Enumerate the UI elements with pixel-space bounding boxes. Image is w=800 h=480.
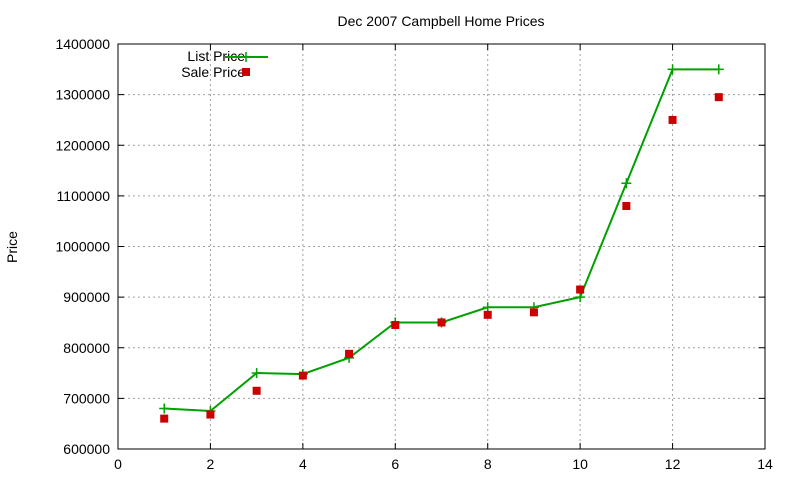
- list-price-point: [621, 178, 632, 189]
- x-tick-label: 10: [572, 456, 588, 472]
- x-tick-label: 8: [484, 456, 492, 472]
- sale-price-point: [252, 386, 261, 395]
- y-tick-label: 800000: [63, 340, 110, 356]
- list-price-point: [251, 368, 262, 379]
- sale-price-point: [483, 310, 492, 319]
- x-tick-label: 6: [391, 456, 399, 472]
- list-price-point: [159, 403, 170, 414]
- y-tick-label: 1200000: [55, 137, 110, 153]
- legend-label-sale-price: Sale Price: [181, 64, 245, 80]
- chart-title: Dec 2007 Campbell Home Prices: [338, 13, 545, 29]
- sale-price-point: [298, 371, 307, 380]
- x-tick-label: 2: [207, 456, 215, 472]
- sale-price-point: [576, 285, 585, 294]
- legend-marker-list-price: [241, 52, 251, 62]
- sale-price-point: [391, 320, 400, 329]
- list-price-line: [164, 68, 719, 413]
- list-price-point: [667, 64, 678, 75]
- y-tick-label: 1300000: [55, 87, 110, 103]
- x-tick-label: 4: [299, 456, 307, 472]
- axis-ticks: 0 2 4 6 8 10 12 14 600000 700000 800000 900000 10000…: [55, 36, 773, 472]
- y-axis-label: Price: [4, 231, 20, 263]
- series-layer: [159, 64, 724, 423]
- plot-frame: [117, 43, 766, 450]
- grid: [118, 44, 765, 449]
- sale-price-point: [668, 115, 677, 124]
- sale-price-point: [529, 308, 538, 317]
- sale-price-point: [345, 349, 354, 358]
- x-tick-label: 14: [757, 456, 773, 472]
- y-tick-label: 1000000: [55, 239, 110, 255]
- sale-price-point: [437, 318, 446, 327]
- x-tick-label: 12: [665, 456, 681, 472]
- list-price-point: [713, 64, 724, 75]
- sale-price-point: [206, 410, 215, 419]
- legend-swatch-sale-price: [242, 68, 250, 76]
- sale-price-point: [714, 93, 723, 102]
- x-tick-label: 0: [114, 456, 122, 472]
- y-tick-label: 700000: [63, 390, 110, 406]
- list-price-point: [575, 292, 586, 303]
- y-tick-label: 1100000: [57, 188, 111, 204]
- legend-label-list-price: List Price: [187, 48, 245, 64]
- sale-price-point: [622, 202, 631, 210]
- list-price-point: [482, 302, 493, 313]
- y-tick-label: 600000: [63, 441, 110, 457]
- y-tick-label: 1400000: [55, 36, 110, 52]
- y-tick-label: 900000: [63, 289, 110, 305]
- sale-price-point: [160, 414, 169, 423]
